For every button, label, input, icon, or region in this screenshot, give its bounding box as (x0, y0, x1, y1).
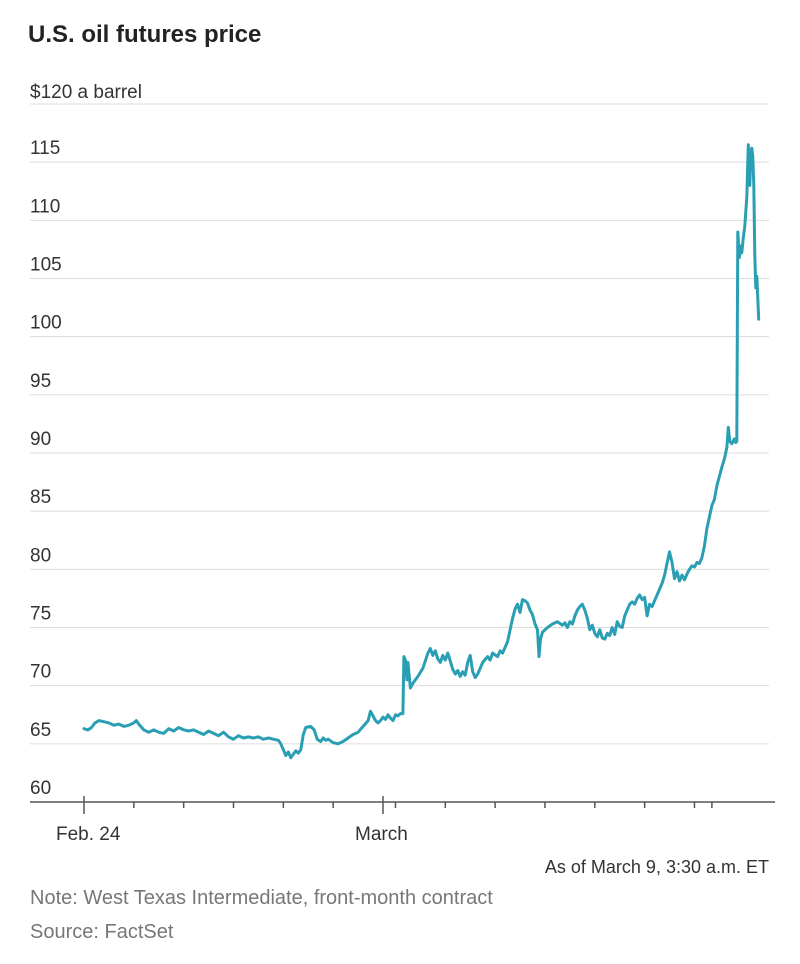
y-tick-label-90: 90 (30, 429, 51, 450)
as-of-annotation: As of March 9, 3:30 a.m. ET (545, 857, 769, 877)
x-tick-label-1: March (355, 824, 408, 845)
y-tick-label-110: 110 (30, 196, 60, 217)
y-tick-label-105: 105 (30, 255, 62, 276)
y-tick-labels: 60 65 70 75 80 85 90 95 100 105 110 115 (30, 138, 62, 799)
y-tick-label-115: 115 (30, 138, 60, 159)
x-tick-labels: Feb. 24 March (56, 824, 408, 845)
source-annotation: Source: FactSet (30, 921, 174, 943)
series-line-0 (82, 143, 761, 760)
y-tick-label-95: 95 (30, 371, 51, 392)
y-tick-label-60: 60 (30, 778, 51, 799)
y-tick-label-70: 70 (30, 662, 51, 683)
chart-title: U.S. oil futures price (28, 21, 261, 48)
x-tick-label-0: Feb. 24 (56, 824, 121, 845)
series-lines (82, 143, 761, 760)
y-tick-label-80: 80 (30, 545, 51, 566)
y-tick-label-85: 85 (30, 487, 51, 508)
y-tick-label-75: 75 (30, 604, 51, 625)
note-annotation: Note: West Texas Intermediate, front-mon… (30, 887, 493, 909)
x-tick-marks (83, 796, 713, 814)
gridlines (30, 103, 769, 745)
y-axis-unit-label: $120 a barrel (30, 82, 142, 103)
y-tick-label-100: 100 (30, 313, 62, 334)
y-tick-label-65: 65 (30, 720, 51, 741)
